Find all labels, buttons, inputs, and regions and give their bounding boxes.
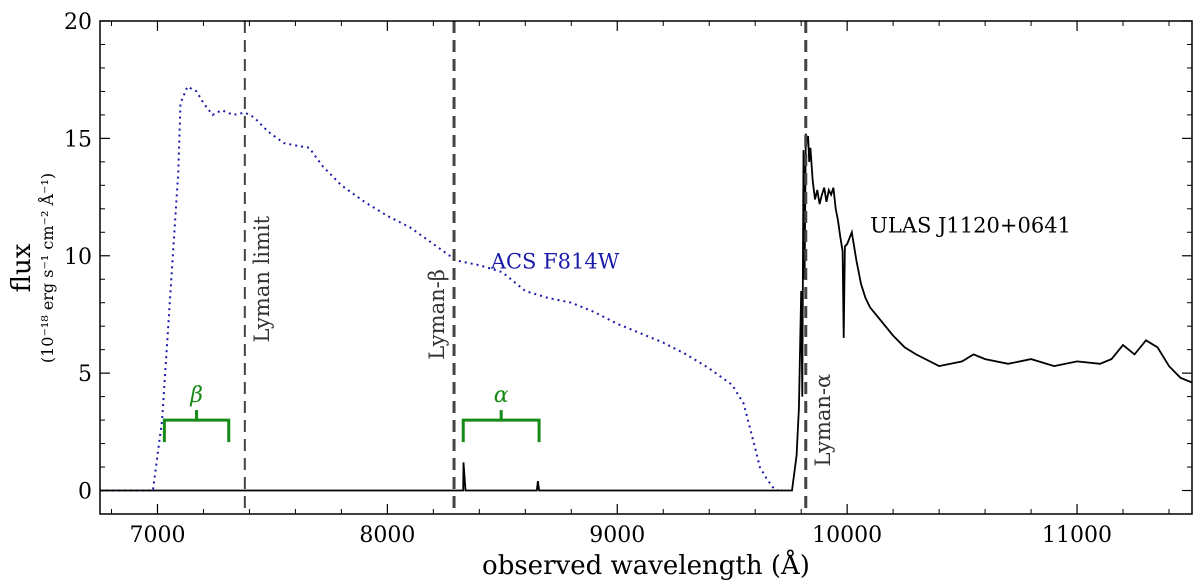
- quasar-label: ULAS J1120+0641: [870, 213, 1071, 237]
- x-tick-label: 8000: [359, 523, 415, 548]
- x-tick-label: 7000: [129, 523, 185, 548]
- x-tick-label: 10000: [812, 523, 882, 548]
- vline-labels: Lyman limit Lyman-β Lyman-α: [250, 215, 835, 466]
- y-tick-label: 20: [64, 10, 92, 35]
- bracket-labels: β α: [189, 383, 509, 408]
- beta-bracket-label: β: [189, 383, 203, 408]
- x-axis-title: observed wavelength (Å): [482, 549, 810, 581]
- bracket-layer: [162, 410, 541, 443]
- y-tick-label: 5: [78, 362, 92, 387]
- filter-label: ACS F814W: [490, 249, 620, 273]
- y-tick-label: 15: [64, 127, 92, 152]
- y-tick-label: 0: [78, 480, 92, 505]
- lyman-beta-label: Lyman-β: [425, 269, 449, 360]
- lyman-alpha-label: Lyman-α: [811, 374, 835, 467]
- x-tick-label: 11000: [1042, 523, 1112, 548]
- y-axis-units: (10⁻¹⁸ erg s⁻¹ cm⁻² Å⁻¹): [37, 173, 57, 363]
- bracket-0: [162, 418, 231, 443]
- plot-frame: [99, 20, 1193, 515]
- y-tick-label: 10: [64, 245, 92, 270]
- series-layer: [100, 21, 1192, 514]
- lyman-limit-label: Lyman limit: [250, 215, 274, 342]
- y-axis-title: flux: [7, 243, 37, 292]
- acs-f814w-curve: [100, 85, 779, 492]
- bracket-1: [461, 418, 541, 443]
- x-tick-label: 9000: [589, 523, 645, 548]
- vline-layer: [243, 21, 808, 514]
- ticks-layer: 7000 8000 9000 10000 11000 0 5 10 15 20: [64, 10, 1192, 548]
- ulas-j1120-spectrum-curve: [100, 133, 1192, 492]
- alpha-bracket-label: α: [494, 383, 509, 408]
